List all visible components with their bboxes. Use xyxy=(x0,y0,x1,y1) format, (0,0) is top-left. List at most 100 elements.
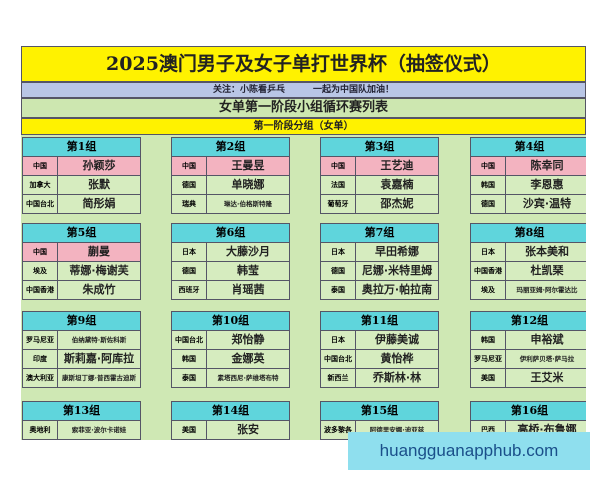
player-name: 王艾米 xyxy=(530,371,564,384)
player-name: 奥拉万·帕拉南 xyxy=(361,283,433,296)
player-row: 德国 韩莹 xyxy=(172,262,289,281)
country: 德国 xyxy=(321,262,356,280)
player-name: 伊利萨贝塔·萨马拉 xyxy=(519,355,575,363)
country: 韩国 xyxy=(471,331,506,349)
country: 埃及 xyxy=(471,281,506,299)
stage-title: 女单第一阶段小组循环赛列表 xyxy=(21,98,586,118)
player-row: 中国台北 黄怡桦 xyxy=(321,350,438,369)
player-name: 李恩惠 xyxy=(530,178,564,191)
country: 德国 xyxy=(172,262,207,280)
player-name: 韩莹 xyxy=(237,264,259,277)
player-name: 简彤娟 xyxy=(82,197,116,210)
group-table: 第4组 中国 陈幸同 韩国 李恩惠 德国 沙宾·温特 xyxy=(470,137,586,214)
player-row: 泰国 奥拉万·帕拉南 xyxy=(321,281,438,299)
group-header: 第5组 xyxy=(23,224,140,243)
player-row: 中国香港 朱成竹 xyxy=(23,281,140,299)
player-row: 日本 大藤沙月 xyxy=(172,243,289,262)
country: 韩国 xyxy=(471,176,506,194)
player-row: 德国 尼娜·米特里姆 xyxy=(321,262,438,281)
group-header: 第9组 xyxy=(23,312,140,331)
player-name: 早田希娜 xyxy=(375,245,419,258)
country: 埃及 xyxy=(23,262,58,280)
player-row: 罗马尼亚 伯纳黛特·斯佐科斯 xyxy=(23,331,140,350)
subtitle: 第一阶段分组（女单） xyxy=(21,118,586,135)
player-name: 张默 xyxy=(88,178,110,191)
group-table: 第11组 日本 伊藤美诚 中国台北 黄怡桦 新西兰 乔斯林·林 xyxy=(320,311,439,388)
draw-sheet: 2025澳门男子及女子单打世界杯（抽签仪式） 关注：小陈看乒乓 一起为中国队加油！… xyxy=(21,46,586,440)
group-header: 第4组 xyxy=(471,138,586,157)
player-name: 蒯曼 xyxy=(88,245,110,258)
player-row: 法国 袁嘉楠 xyxy=(321,176,438,195)
group-table: 第8组 日本 张本美和中国香港 杜凯琹 埃及 玛丽亚姆·阿尔霍达比 xyxy=(470,223,586,300)
country: 中国 xyxy=(321,157,356,175)
country: 日本 xyxy=(172,243,207,261)
player-row: 中国台北 郑怡静 xyxy=(172,331,289,350)
player-row: 日本 伊藤美诚 xyxy=(321,331,438,350)
group-header: 第15组 xyxy=(321,402,438,421)
country: 日本 xyxy=(321,331,356,349)
player-row: 瑞典 琳达·伯格斯特隆 xyxy=(172,195,289,213)
player-row: 葡萄牙 邵杰妮 xyxy=(321,195,438,213)
player-row: 中国台北 简彤娟 xyxy=(23,195,140,213)
player-name: 单晓娜 xyxy=(231,178,265,191)
country: 中国 xyxy=(471,157,506,175)
player-row: 泰国 素塔西尼·萨维塔布特 xyxy=(172,369,289,387)
group-header: 第16组 xyxy=(471,402,586,421)
country: 德国 xyxy=(172,176,207,194)
country: 奥地利 xyxy=(23,421,58,439)
group-table: 第13组 奥地利 索菲亚·波尔卡诺娃 xyxy=(22,401,141,440)
player-row: 中国 陈幸同 xyxy=(471,157,586,176)
country: 中国台北 xyxy=(172,331,207,349)
player-row: 埃及 蒂娜·梅谢芙 xyxy=(23,262,140,281)
country: 新西兰 xyxy=(321,369,356,387)
player-name: 大藤沙月 xyxy=(226,245,270,258)
country: 中国香港 xyxy=(471,262,506,280)
player-row: 中国香港 杜凯琹 xyxy=(471,262,586,281)
player-row: 韩国 申裕斌 xyxy=(471,331,586,350)
group-header: 第7组 xyxy=(321,224,438,243)
group-header: 第13组 xyxy=(23,402,140,421)
player-name: 王艺迪 xyxy=(380,159,414,172)
watermark: huangguanapphub.com xyxy=(348,432,590,470)
follow-left: 关注：小陈看乒乓 xyxy=(212,85,285,95)
player-row: 中国 王曼昱 xyxy=(172,157,289,176)
country: 日本 xyxy=(321,243,356,261)
player-name: 孙颖莎 xyxy=(82,159,116,172)
country: 中国香港 xyxy=(23,281,58,299)
group-header: 第2组 xyxy=(172,138,289,157)
country: 泰国 xyxy=(172,369,207,387)
player-name: 王曼昱 xyxy=(231,159,265,172)
player-name: 玛丽亚姆·阿尔霍达比 xyxy=(516,286,578,294)
player-row: 中国 孙颖莎 xyxy=(23,157,140,176)
country: 澳大利亚 xyxy=(23,369,58,387)
country: 日本 xyxy=(471,243,506,261)
player-name: 朱成竹 xyxy=(82,283,116,296)
player-name: 张安 xyxy=(237,423,259,436)
player-name: 申裕斌 xyxy=(530,333,564,346)
follow-banner: 关注：小陈看乒乓 一起为中国队加油！ xyxy=(21,82,586,98)
player-row: 日本 早田希娜 xyxy=(321,243,438,262)
player-name: 肖瑶茜 xyxy=(231,283,265,296)
group-table: 第16组 巴西 高桥·布鲁娜 xyxy=(470,401,586,440)
country: 法国 xyxy=(321,176,356,194)
player-row: 韩国 李恩惠 xyxy=(471,176,586,195)
group-header: 第8组 xyxy=(471,224,586,243)
country: 葡萄牙 xyxy=(321,195,356,213)
country: 罗马尼亚 xyxy=(471,350,506,368)
group-header: 第11组 xyxy=(321,312,438,331)
player-name: 蒂娜·梅谢芙 xyxy=(69,264,129,277)
group-table: 第12组 韩国 申裕斌 罗马尼亚 伊利萨贝塔·萨马拉 美国 王艾米 xyxy=(470,311,586,388)
player-name: 斯莉嘉·阿库拉 xyxy=(63,352,135,365)
player-name: 张本美和 xyxy=(525,245,569,258)
player-row: 韩国 金娜英 xyxy=(172,350,289,369)
country: 加拿大 xyxy=(23,176,58,194)
player-name: 金娜英 xyxy=(231,352,265,365)
player-name: 伊藤美诚 xyxy=(375,333,419,346)
country: 中国 xyxy=(172,157,207,175)
player-row: 澳大利亚 康斯坦丁娜·普西霍古迪斯 xyxy=(23,369,140,387)
group-table: 第3组 中国 王艺迪 法国 袁嘉楠 葡萄牙 邵杰妮 xyxy=(320,137,439,214)
group-table: 第9组 罗马尼亚 伯纳黛特·斯佐科斯 印度 斯莉嘉·阿库拉 澳大利亚 康斯坦丁娜·普西霍古迪… xyxy=(22,311,141,388)
player-name: 阿德里安娜·迪亚兹 xyxy=(369,426,425,434)
page-title: 2025澳门男子及女子单打世界杯（抽签仪式） xyxy=(21,46,586,82)
player-row: 美国 王艾米 xyxy=(471,369,586,387)
